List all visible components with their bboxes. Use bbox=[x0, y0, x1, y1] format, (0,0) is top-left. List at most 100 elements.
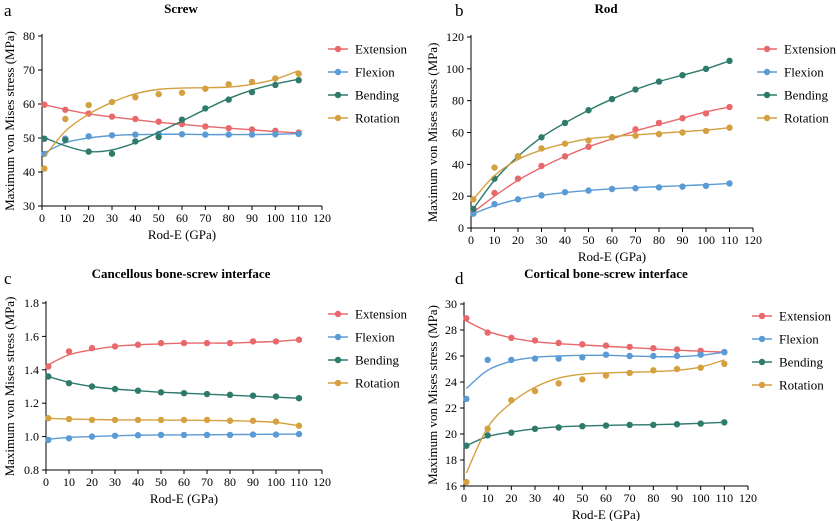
data-point bbox=[225, 124, 232, 132]
legend-item-extension: Extension bbox=[328, 42, 407, 57]
y-tick-label: 30 bbox=[445, 297, 457, 311]
y-tick-label: 28 bbox=[445, 323, 457, 337]
data-point bbox=[508, 429, 515, 436]
data-point bbox=[272, 75, 279, 82]
y-tick-label: 1.2 bbox=[24, 396, 39, 410]
fit-curve bbox=[466, 320, 725, 353]
x-tick-label: 30 bbox=[109, 475, 121, 489]
data-point bbox=[178, 131, 186, 138]
fit-curve bbox=[48, 433, 300, 440]
data-point bbox=[673, 352, 681, 360]
y-tick-label: 0 bbox=[458, 221, 464, 235]
data-point bbox=[134, 387, 142, 394]
x-tick-label: 20 bbox=[505, 491, 517, 505]
data-point bbox=[626, 421, 633, 429]
y-tick-label: 16 bbox=[445, 479, 457, 493]
y-tick-label: 1.0 bbox=[24, 430, 39, 444]
data-point bbox=[531, 337, 539, 344]
data-point bbox=[673, 365, 681, 373]
data-point bbox=[679, 129, 686, 136]
x-tick-label: 80 bbox=[647, 491, 659, 505]
data-point bbox=[203, 390, 211, 398]
legend-label: Bending bbox=[355, 88, 400, 103]
data-point bbox=[132, 131, 139, 138]
data-point bbox=[626, 369, 633, 377]
legend-marker bbox=[763, 114, 771, 122]
data-point bbox=[295, 422, 303, 429]
x-tick-label: 100 bbox=[692, 491, 710, 505]
y-tick-label: 22 bbox=[445, 401, 457, 415]
legend-marker bbox=[334, 356, 342, 364]
data-point bbox=[65, 415, 73, 423]
data-point bbox=[202, 131, 209, 138]
data-point bbox=[202, 123, 209, 130]
data-point bbox=[538, 145, 545, 152]
data-point bbox=[702, 127, 710, 135]
data-point bbox=[180, 416, 188, 424]
series-rotation bbox=[45, 415, 303, 429]
data-point bbox=[88, 344, 96, 352]
legend-label: Rotation bbox=[784, 111, 829, 126]
x-tick-label: 30 bbox=[106, 211, 118, 225]
x-tick-label: 60 bbox=[178, 475, 190, 489]
data-point bbox=[655, 130, 663, 138]
legend-marker bbox=[334, 379, 342, 387]
data-point bbox=[157, 431, 165, 439]
legend-marker bbox=[758, 358, 766, 366]
x-tick-label: 120 bbox=[744, 233, 762, 247]
x-tick-label: 20 bbox=[86, 475, 98, 489]
data-point bbox=[248, 131, 256, 138]
data-point bbox=[249, 392, 257, 399]
data-point bbox=[157, 389, 165, 396]
data-point bbox=[295, 130, 302, 138]
x-tick-label: 100 bbox=[697, 233, 715, 247]
x-tick-label: 10 bbox=[59, 211, 71, 225]
legend-marker bbox=[758, 381, 766, 389]
legend-item-bending: Bending bbox=[328, 88, 400, 103]
data-point bbox=[484, 356, 491, 364]
x-tick-label: 70 bbox=[624, 491, 636, 505]
data-point bbox=[463, 478, 470, 486]
y-tick-label: 24 bbox=[445, 375, 457, 389]
fit-curve bbox=[473, 182, 730, 215]
data-point bbox=[632, 86, 639, 93]
x-tick-label: 10 bbox=[489, 233, 501, 247]
data-point bbox=[202, 105, 209, 112]
x-tick-label: 80 bbox=[223, 211, 235, 225]
y-tick-label: 30 bbox=[23, 199, 35, 213]
y-axis-title: Maximum von Mises stress (MPa) bbox=[425, 305, 440, 485]
legend-label: Flexion bbox=[355, 330, 395, 345]
data-point bbox=[85, 148, 92, 155]
data-point bbox=[45, 363, 52, 370]
data-point bbox=[491, 189, 498, 197]
legend-item-flexion: Flexion bbox=[757, 65, 824, 80]
x-tick-label: 0 bbox=[43, 475, 49, 489]
legend-item-extension: Extension bbox=[752, 309, 831, 324]
fit-curve bbox=[48, 375, 300, 399]
y-tick-label: 60 bbox=[23, 97, 35, 111]
data-point bbox=[295, 336, 303, 343]
legend-label: Flexion bbox=[779, 332, 819, 347]
x-tick-label: 0 bbox=[461, 491, 467, 505]
data-point bbox=[155, 90, 162, 98]
data-point bbox=[249, 417, 257, 424]
data-point bbox=[132, 94, 139, 101]
data-point bbox=[514, 153, 522, 160]
x-tick-label: 70 bbox=[201, 475, 213, 489]
data-point bbox=[41, 135, 48, 142]
data-point bbox=[470, 210, 477, 217]
data-point bbox=[45, 436, 52, 444]
data-point bbox=[702, 182, 710, 190]
panel-letter: b bbox=[455, 1, 464, 20]
data-point bbox=[111, 385, 119, 393]
y-tick-label: 40 bbox=[23, 165, 35, 179]
panel-c-cancellous-interface: c Cancellous bone-screw interface 0.8 1.0 1.… bbox=[2, 266, 407, 506]
fit-curve bbox=[466, 421, 725, 447]
data-point bbox=[203, 339, 211, 347]
legend-label: Rotation bbox=[355, 111, 400, 126]
data-point bbox=[585, 137, 592, 144]
data-point bbox=[272, 131, 279, 138]
y-axis-title: Maximum von Mises stress (MPa) bbox=[2, 31, 17, 211]
y-tick-label: 1.6 bbox=[24, 329, 39, 343]
